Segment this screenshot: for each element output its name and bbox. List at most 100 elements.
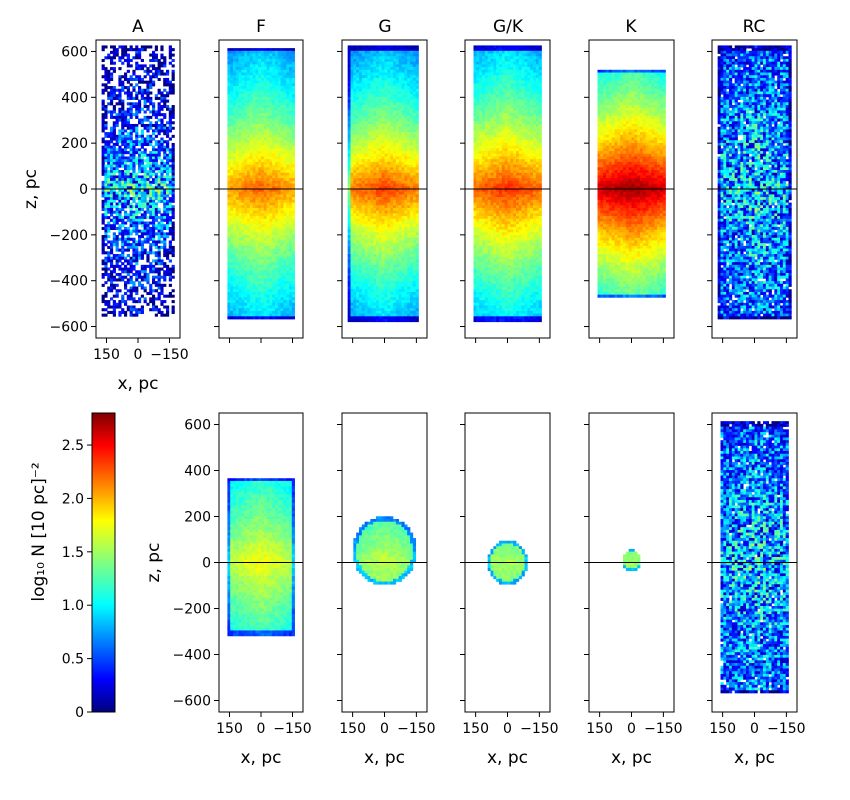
heatmap-cell (152, 294, 156, 298)
heatmap-cell (376, 67, 380, 71)
heatmap-cell (163, 161, 167, 165)
heatmap-cell (244, 259, 248, 263)
heatmap-cell (291, 245, 295, 249)
heatmap-cell (261, 75, 265, 79)
heatmap-cell (266, 64, 270, 68)
heatmap-cell (269, 302, 273, 306)
heatmap-cell (104, 235, 108, 239)
heatmap-cell (230, 170, 234, 174)
heatmap-cell (249, 123, 253, 128)
heatmap-cell (230, 235, 234, 239)
heatmap-cell (272, 113, 276, 117)
heatmap-cell (387, 83, 391, 87)
heatmap-cell (286, 207, 290, 212)
heatmap-cell (146, 256, 150, 260)
heatmap-cell (104, 159, 108, 163)
heatmap-cell (381, 123, 385, 128)
heatmap-cell (168, 202, 172, 206)
heatmap-cell (230, 300, 234, 304)
heatmap-cell (163, 61, 167, 65)
heatmap-cell (238, 240, 242, 244)
heatmap-cell (378, 94, 383, 98)
heatmap-cell (121, 148, 125, 152)
heatmap-cell (266, 99, 270, 103)
heatmap-cell (126, 140, 130, 144)
heatmap-cell (370, 115, 374, 119)
heatmap-cell (227, 183, 231, 187)
heatmap-cell (269, 283, 273, 287)
heatmap-cell (171, 91, 175, 95)
heatmap-cell (235, 308, 239, 312)
heatmap-cell (121, 216, 125, 220)
heatmap-cell (280, 245, 284, 249)
heatmap-cell (350, 64, 354, 68)
heatmap-cell (401, 50, 405, 54)
heatmap-cell (258, 283, 262, 287)
heatmap-cell (166, 105, 170, 109)
heatmap-cell (152, 264, 156, 268)
heatmap-cell (132, 300, 136, 304)
heatmap-cell (247, 191, 251, 195)
heatmap-cell (244, 191, 248, 195)
heatmap-cell (112, 86, 116, 90)
heatmap-cell (235, 207, 239, 212)
heatmap-cell (241, 99, 245, 103)
heatmap-cell (272, 58, 276, 63)
heatmap-cell (266, 94, 270, 98)
heatmap-cell (230, 262, 234, 266)
heatmap-cell (149, 283, 153, 287)
heatmap-cell (149, 86, 153, 90)
heatmap-cell (160, 267, 164, 271)
heatmap-cell (146, 86, 150, 90)
heatmap-cell (350, 77, 354, 81)
heatmap-cell (347, 129, 351, 133)
heatmap-cell (247, 50, 251, 54)
heatmap-cell (166, 161, 170, 165)
heatmap-cell (143, 210, 147, 214)
heatmap-cell (258, 118, 262, 122)
heatmap-cell (247, 126, 251, 130)
heatmap-cell (289, 126, 293, 130)
heatmap-cell (140, 132, 144, 136)
heatmap-cell (244, 297, 248, 301)
heatmap-cell (283, 83, 287, 87)
heatmap-cell (107, 189, 111, 193)
heatmap-cell (115, 178, 119, 182)
heatmap-cell (244, 300, 248, 304)
heatmap-cell (163, 72, 167, 76)
heatmap-cell (230, 69, 234, 73)
heatmap-cell (135, 75, 139, 79)
heatmap-cell (252, 140, 256, 144)
heatmap-cell (135, 205, 139, 209)
heatmap-cell (163, 283, 167, 287)
heatmap-top-2 (219, 48, 303, 320)
heatmap-cell (235, 99, 239, 103)
heatmap-cell (124, 256, 128, 260)
heatmap-cell (247, 197, 251, 201)
heatmap-cell (291, 305, 295, 309)
heatmap-cell (263, 264, 267, 268)
heatmap-cell (233, 226, 237, 230)
heatmap-cell (241, 151, 245, 155)
heatmap-cell (266, 161, 270, 165)
heatmap-cell (163, 226, 167, 230)
heatmap-cell (373, 102, 377, 106)
heatmap-cell (152, 259, 156, 263)
heatmap-cell (263, 132, 267, 136)
heatmap-cell (115, 175, 119, 179)
heatmap-cell (291, 175, 295, 179)
heatmap-cell (124, 129, 128, 133)
heatmap-cell (407, 99, 411, 103)
heatmap-cell (280, 132, 284, 136)
heatmap-cell (247, 159, 251, 163)
heatmap-cell (255, 99, 259, 103)
heatmap-cell (233, 159, 237, 163)
heatmap-cell (244, 305, 248, 309)
heatmap-cell (138, 164, 142, 168)
heatmap-cell (247, 210, 251, 214)
heatmap-cell (283, 232, 287, 236)
heatmap-cell (241, 194, 245, 198)
heatmap-cell (160, 189, 164, 193)
heatmap-cell (395, 129, 400, 133)
heatmap-cell (247, 156, 251, 160)
